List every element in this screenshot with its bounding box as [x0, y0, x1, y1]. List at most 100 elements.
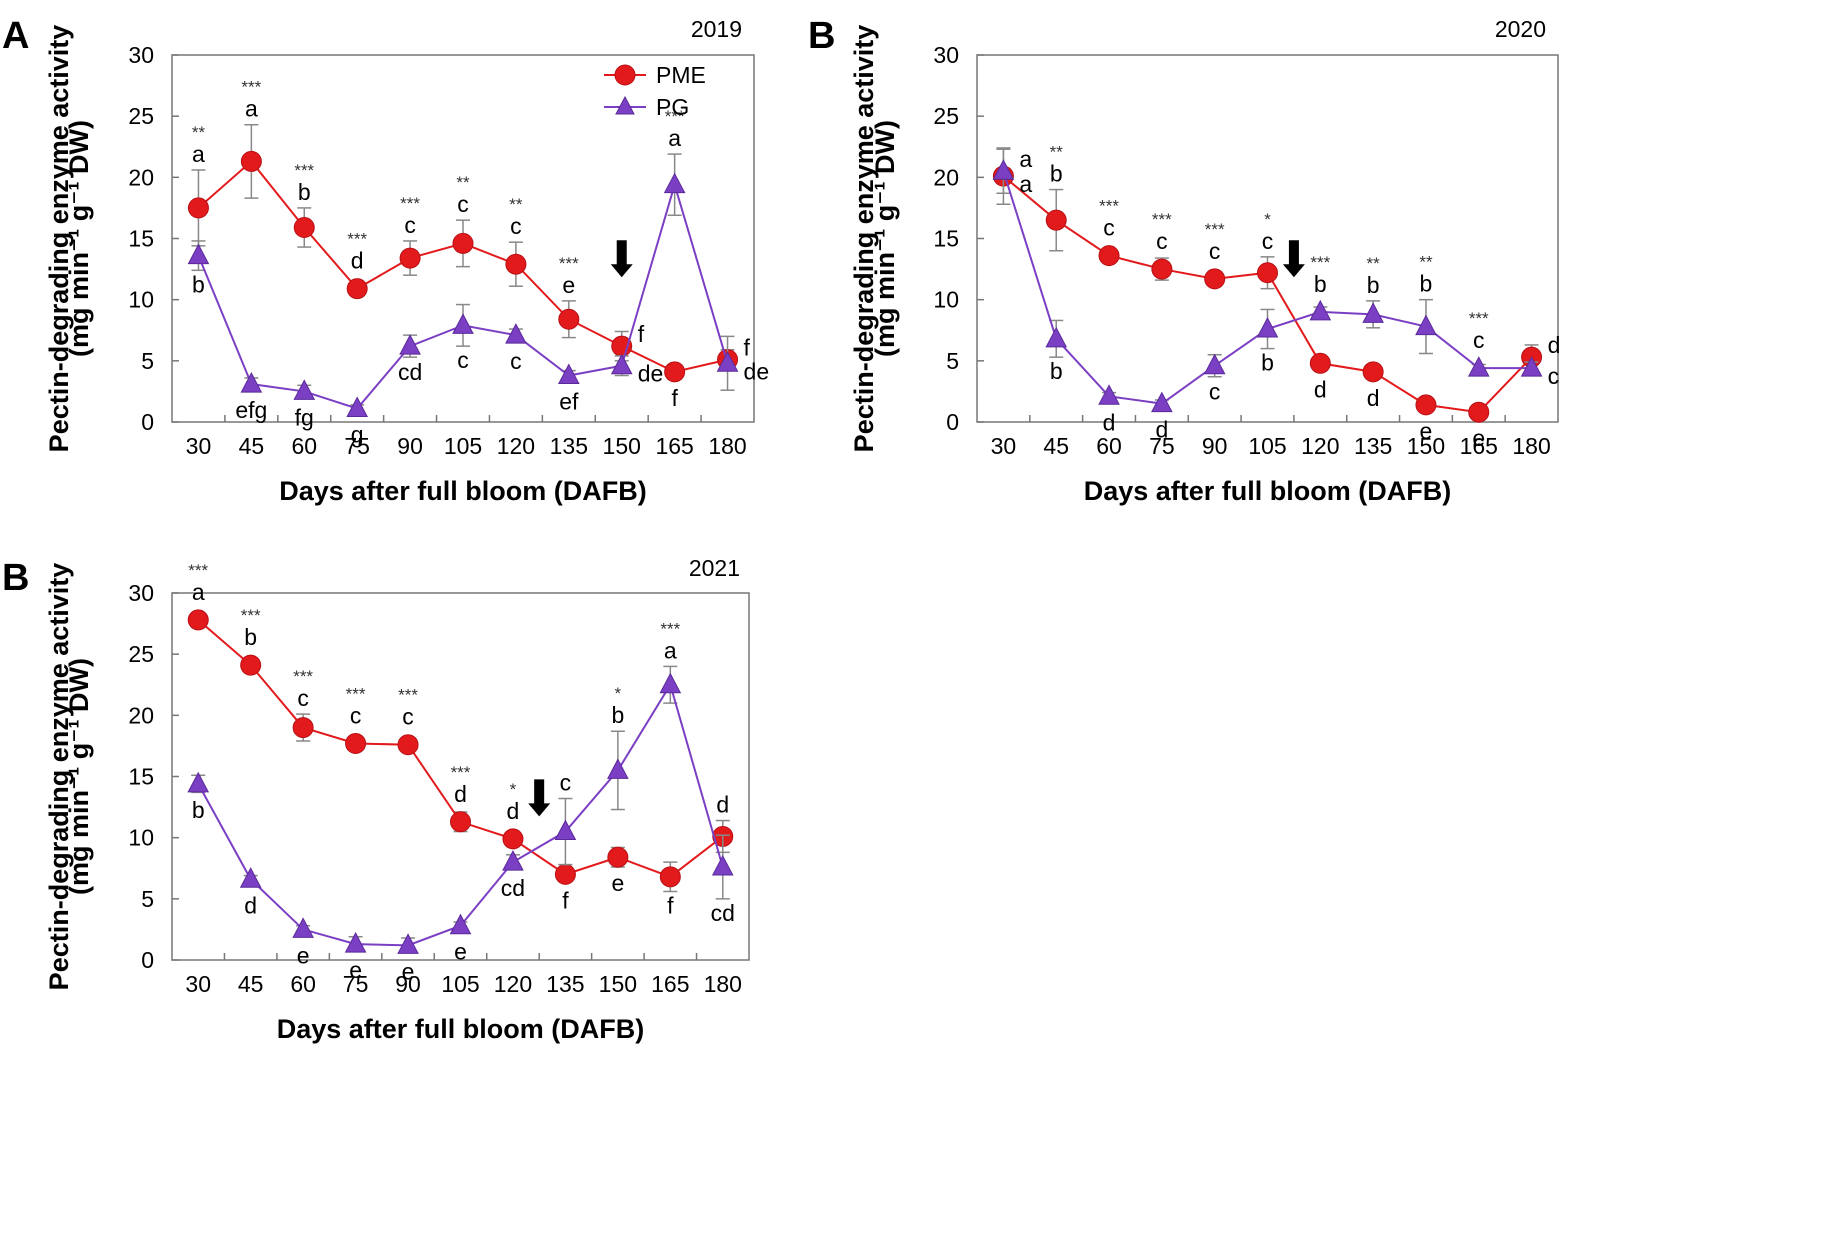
x-axis-title: Days after full bloom (DAFB) [1084, 476, 1452, 506]
significance-letter: c [350, 702, 362, 728]
x-tick-label: 30 [186, 433, 212, 459]
data-point-pme [502, 828, 524, 850]
legend: PME PG [604, 62, 706, 120]
data-point-pme [397, 734, 419, 756]
data-point-pme [293, 216, 315, 238]
significance-letter: b [611, 702, 624, 728]
data-point-pme [292, 717, 314, 739]
significance-letter: c [1156, 228, 1168, 254]
x-tick-label: 180 [704, 971, 742, 997]
significance-letter: b [1367, 272, 1380, 298]
x-axis-title: Days after full bloom (DAFB) [279, 476, 647, 506]
chart-panel-1: A 2019 0 5 10 15 20 25 30 30 45 60 75 90 105 120 135 150 1… [2, 15, 769, 506]
significance-stars: *** [188, 561, 208, 580]
data-point-pg [607, 758, 629, 779]
legend-label: PG [656, 94, 689, 120]
significance-stars: *** [1099, 197, 1119, 216]
x-tick-label: 180 [1512, 433, 1550, 459]
significance-stars: *** [398, 686, 418, 705]
significance-letter: b [244, 624, 257, 650]
data-point-pme [187, 197, 209, 219]
significance-letter: c [1548, 363, 1560, 389]
data-point-pg [711, 854, 734, 876]
data-point-pme [1415, 394, 1437, 416]
y-tick-label: 10 [128, 287, 154, 313]
data-point-pg [505, 323, 527, 344]
x-tick-label: 75 [344, 433, 370, 459]
x-tick-label: 105 [441, 971, 479, 997]
data-point-pg [557, 363, 580, 385]
data-point-pme [399, 247, 421, 269]
data-point-pg [292, 917, 314, 938]
significance-letter: d [351, 248, 364, 274]
data-point-pme [240, 150, 262, 172]
data-point-pg [1415, 314, 1437, 336]
chart-panel-3: B 2021 0 5 10 15 20 25 30 30 45 60 75 90 105 120 135 150 1… [2, 555, 750, 1044]
significance-stars: ** [509, 195, 523, 214]
x-tick-label: 135 [546, 971, 584, 997]
significance-letter: c [457, 191, 469, 217]
data-point-pme [505, 253, 527, 275]
data-point-pg [239, 867, 262, 888]
data-point-pg [554, 819, 577, 841]
x-tick-label: 180 [708, 433, 746, 459]
data-point-pme [452, 232, 474, 254]
data-point-pme [659, 866, 681, 888]
significance-letter: a [192, 141, 205, 167]
significance-letter: d [1103, 409, 1116, 435]
data-point-pg [397, 933, 419, 954]
significance-letter: d [716, 792, 729, 818]
data-point-pme [554, 863, 576, 885]
x-tick-label: 75 [343, 971, 369, 997]
y-axis-title-line2: (mg min⁻¹ g⁻¹ DW) [64, 120, 94, 357]
data-point-pme [1204, 268, 1226, 290]
series-pme [992, 147, 1543, 423]
x-axis-title: Days after full bloom (DAFB) [277, 1014, 645, 1044]
x-tick-label: 120 [497, 433, 535, 459]
significance-letter: e [402, 958, 415, 984]
significance-stars: *** [241, 606, 261, 625]
data-point-pg [1309, 299, 1332, 321]
significance-letter: b [1420, 271, 1433, 297]
significance-stars: *** [660, 619, 680, 638]
significance-letter: d [507, 798, 520, 824]
data-point-pme [1257, 262, 1278, 284]
data-point-pme [240, 654, 262, 676]
significance-letter: c [404, 212, 416, 238]
data-point-pg [659, 672, 682, 694]
series-pg [187, 665, 734, 954]
panel-year: 2019 [691, 16, 742, 42]
panel-letter: B [808, 15, 835, 57]
x-tick-label: 165 [655, 433, 693, 459]
panel-letter: B [2, 557, 29, 599]
significance-letter: f [671, 385, 678, 411]
significance-letter: c [1473, 327, 1485, 353]
significance-stars: * [615, 684, 622, 703]
arrow-icon [1282, 240, 1305, 278]
data-point-pme [345, 732, 367, 754]
y-tick-label: 5 [141, 886, 154, 912]
significance-letter: a [668, 125, 681, 151]
significance-letter: de [638, 361, 664, 387]
x-tick-label: 75 [1149, 433, 1175, 459]
significance-stars: * [510, 780, 517, 799]
significance-letter: e [297, 942, 310, 968]
data-point-pg [240, 372, 263, 393]
series-pme [187, 609, 734, 893]
data-point-pme [1045, 209, 1067, 231]
significance-letter: cd [501, 875, 525, 901]
arrow-icon [610, 240, 633, 278]
significance-letter: c [1209, 379, 1221, 405]
significance-letter: cd [711, 900, 735, 926]
significance-stars: *** [241, 78, 261, 97]
data-point-pme [1309, 352, 1331, 374]
data-point-pme [558, 308, 580, 330]
data-point-pg [663, 172, 686, 194]
series-pg [992, 148, 1543, 413]
arrow-icon [528, 779, 551, 817]
series-pme [187, 123, 739, 383]
data-point-pg [610, 353, 633, 375]
data-point-pg [449, 913, 472, 935]
significance-letter: ef [559, 389, 579, 415]
data-point-pme [607, 846, 629, 868]
